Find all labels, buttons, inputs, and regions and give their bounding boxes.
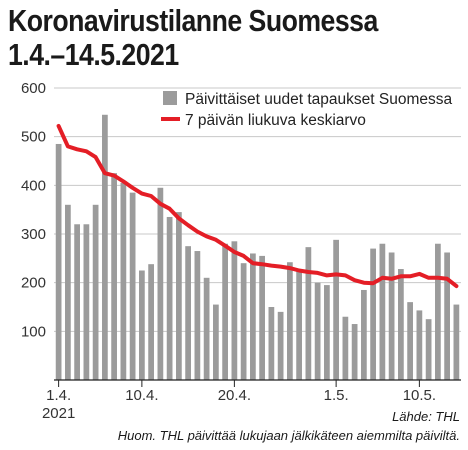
bar	[361, 289, 367, 380]
bar	[203, 277, 210, 380]
chart-title-line2: 1.4.–14.5.2021	[8, 37, 179, 72]
bar	[231, 241, 238, 380]
bar	[83, 224, 90, 380]
y-tick-label: 500	[21, 129, 46, 146]
legend-label-line: 7 päivän liukuva keskiarvo	[185, 112, 366, 129]
bar	[157, 187, 164, 380]
bar	[305, 247, 312, 380]
bar	[370, 248, 376, 380]
bar	[425, 319, 432, 380]
y-tick-label: 400	[21, 177, 46, 194]
y-tick-label: 300	[21, 226, 46, 243]
bar	[102, 114, 108, 381]
bar	[398, 269, 404, 380]
chart-title-line1: Koronavirustilanne Suomessa	[8, 3, 378, 38]
bar	[287, 262, 293, 380]
x-year-label: 2021	[42, 405, 75, 422]
bar	[129, 192, 136, 380]
source-label: Lähde: THL	[392, 409, 460, 424]
bar	[453, 304, 460, 380]
bar	[407, 302, 413, 380]
x-tick-label: 10.4.	[125, 387, 158, 404]
bar	[388, 252, 395, 380]
bar	[435, 243, 441, 380]
bar	[74, 224, 80, 380]
x-tick-label: 1.4.	[46, 387, 71, 404]
bar	[379, 243, 386, 380]
legend-swatch-bars	[163, 91, 177, 105]
x-tick-label: 10.5.	[403, 387, 436, 404]
bar	[185, 246, 191, 380]
bar	[222, 243, 228, 380]
moving-average-line	[56, 124, 459, 289]
bar	[259, 255, 265, 380]
bar	[268, 307, 275, 380]
bar	[333, 239, 339, 380]
y-tick-label: 100	[21, 323, 46, 340]
bar	[139, 270, 145, 380]
chart-title: Koronavirustilanne Suomessa 1.4.–14.5.20…	[8, 4, 378, 72]
x-tick-label: 20.4.	[218, 387, 251, 404]
bar	[55, 143, 62, 380]
legend-label-bars: Päivittäiset uudet tapaukset Suomessa	[185, 91, 452, 108]
bar	[148, 264, 154, 380]
bar	[351, 324, 358, 380]
bar	[240, 263, 247, 380]
bar	[342, 316, 349, 380]
bar	[92, 204, 99, 380]
bar	[166, 216, 173, 380]
bar	[444, 252, 450, 380]
bar	[277, 311, 284, 380]
bar	[314, 282, 321, 380]
footnote-label: Huom. THL päivittää lukujaan jälkikäteen…	[117, 428, 460, 443]
bar	[65, 204, 71, 380]
bar	[194, 251, 201, 380]
bar	[213, 304, 219, 380]
bar	[176, 212, 182, 380]
bar	[120, 182, 127, 380]
bar	[250, 253, 256, 380]
bar	[296, 270, 302, 380]
x-tick-label: 1.5.	[324, 387, 349, 404]
bar	[416, 310, 423, 380]
bar	[324, 285, 330, 380]
bar	[111, 173, 117, 380]
y-tick-label: 600	[21, 80, 46, 97]
y-tick-label: 200	[21, 275, 46, 292]
